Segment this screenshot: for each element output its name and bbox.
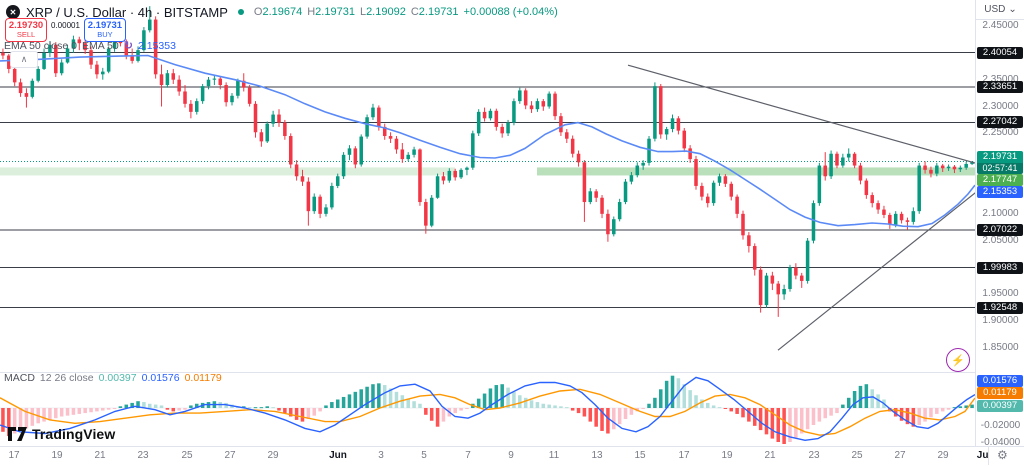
pane-divider bbox=[0, 372, 1024, 373]
zone-price-label: 2.17747 bbox=[977, 174, 1023, 187]
level-price-label: 1.99983 bbox=[977, 261, 1023, 274]
price-tick: 1.95000 bbox=[982, 288, 1019, 300]
buy-button[interactable]: 2.19731 BUY bbox=[83, 18, 126, 42]
price-axis[interactable]: USD ⌄ 2.45000 2.35000 2.30000 2.25000 2.10000… bbox=[975, 0, 1024, 448]
price-tick: 2.35000 bbox=[982, 73, 1019, 85]
xrp-logo-icon: ✕ bbox=[6, 5, 20, 19]
time-tick: 19 bbox=[51, 450, 63, 461]
time-tick: 9 bbox=[508, 450, 514, 461]
current-price-label: 2.19731 02:57:41 bbox=[977, 150, 1023, 174]
macd-signal-value: 0.01179 bbox=[184, 372, 222, 384]
ema-value: 2.15353 bbox=[137, 39, 176, 52]
change-value: +0.00088 (+0.04%) bbox=[463, 6, 558, 18]
time-tick: 29 bbox=[267, 450, 279, 461]
price-tick: 2.25000 bbox=[982, 127, 1019, 139]
time-tick: 21 bbox=[94, 450, 106, 461]
time-tick: 7 bbox=[465, 450, 471, 461]
time-tick: 17 bbox=[678, 450, 690, 461]
bar-countdown: 02:57:41 bbox=[977, 162, 1023, 174]
ohlc-values: O2.19674 H2.19731 L2.19092 C2.19731 +0.00088… bbox=[253, 6, 558, 18]
time-tick: 3 bbox=[378, 450, 384, 461]
level-price-label: 1.92548 bbox=[977, 301, 1023, 314]
time-tick: 23 bbox=[137, 450, 149, 461]
symbol-title[interactable]: XRP / U.S. Dollar · 4h · BITSTAMP bbox=[26, 4, 228, 20]
macd-tick: -0.04000 bbox=[980, 437, 1021, 448]
spread-value: 0.00001 bbox=[51, 21, 80, 30]
macd-tick: -0.02000 bbox=[980, 420, 1021, 431]
macd-params: 12 26 close bbox=[39, 372, 94, 384]
ema-legend-text-1: EMA 50 close 0 bbox=[4, 39, 77, 52]
ema-price-label: 2.15353 bbox=[977, 186, 1023, 199]
time-tick: 29 bbox=[937, 450, 949, 461]
time-tick: Jul bbox=[976, 450, 988, 461]
chevron-up-icon: ∧ bbox=[20, 54, 28, 64]
price-tick: 2.45000 bbox=[982, 20, 1019, 31]
time-tick: 25 bbox=[851, 450, 863, 461]
time-tick: 17 bbox=[8, 450, 20, 461]
time-axis-labels: 17 19 21 23 25 27 29 Jun 3 5 7 9 11 13 15 17 19 21 23 25 27 2… bbox=[0, 447, 988, 466]
macd-value-label: 0.01576 bbox=[977, 374, 1023, 387]
lightning-icon: ⚡ bbox=[951, 354, 965, 367]
currency-selector[interactable]: USD ⌄ bbox=[976, 0, 1024, 20]
sell-button[interactable]: 2.19730 SELL bbox=[5, 18, 47, 42]
time-tick: 13 bbox=[591, 450, 603, 461]
trade-panel: 2.19730 SELL 0.00001 2.19731 BUY bbox=[5, 18, 126, 42]
time-tick: Jun bbox=[329, 450, 347, 461]
macd-legend[interactable]: MACD 12 26 close 0.00397 0.01576 0.01179 bbox=[4, 372, 222, 384]
time-tick: 5 bbox=[421, 450, 427, 461]
time-tick: 19 bbox=[721, 450, 733, 461]
caret-down-icon: ⌄ bbox=[1008, 4, 1017, 15]
time-axis[interactable]: 17 19 21 23 25 27 29 Jun 3 5 7 9 11 13 15 17 19 21 23 25 27 2… bbox=[0, 446, 1024, 466]
price-tick: 2.10000 bbox=[982, 207, 1019, 219]
price-tick: 2.05000 bbox=[982, 234, 1019, 246]
macd-value-label: 0.01179 bbox=[977, 387, 1023, 399]
ema-legend-text-2: EMA 50 bbox=[81, 39, 119, 52]
symbol-header: ✕ XRP / U.S. Dollar · 4h · BITSTAMP O2.1… bbox=[6, 4, 558, 20]
gear-icon[interactable]: ⚙ bbox=[997, 448, 1008, 462]
axis-corner-separator bbox=[988, 446, 989, 465]
time-tick: 23 bbox=[808, 450, 820, 461]
level-price-label: 2.40054 bbox=[977, 46, 1023, 59]
price-and-macd-chart[interactable] bbox=[0, 0, 975, 446]
market-status-icon bbox=[237, 9, 244, 15]
time-tick: 11 bbox=[548, 450, 560, 461]
time-tick: 27 bbox=[224, 450, 236, 461]
price-tick: 1.85000 bbox=[982, 342, 1019, 354]
time-tick: 15 bbox=[634, 450, 646, 461]
time-tick: 27 bbox=[894, 450, 906, 461]
macd-hist-value: 0.00397 bbox=[98, 372, 137, 384]
level-price-label: 2.33651 bbox=[977, 80, 1023, 93]
price-tick: 2.30000 bbox=[982, 100, 1019, 112]
tradingview-logo[interactable]: TradingView bbox=[8, 426, 115, 442]
boost-button[interactable]: ⚡ bbox=[946, 348, 970, 372]
price-tick: 1.90000 bbox=[982, 315, 1019, 327]
level-price-label: 2.07022 bbox=[977, 223, 1023, 236]
tradingview-logo-icon bbox=[8, 427, 27, 441]
macd-line-value: 0.01576 bbox=[141, 372, 180, 384]
macd-value-label: 0.00397 bbox=[977, 399, 1023, 412]
loading-spinner-icon: ↻ bbox=[123, 40, 133, 52]
level-price-label: 2.27042 bbox=[977, 116, 1023, 129]
time-tick: 21 bbox=[764, 450, 776, 461]
collapse-panel-button[interactable]: ∧ bbox=[10, 51, 38, 68]
time-tick: 25 bbox=[181, 450, 193, 461]
macd-title: MACD bbox=[4, 372, 35, 384]
ema-legend[interactable]: EMA 50 close 0 EMA 50 ↻ 2.15353 bbox=[4, 39, 176, 53]
